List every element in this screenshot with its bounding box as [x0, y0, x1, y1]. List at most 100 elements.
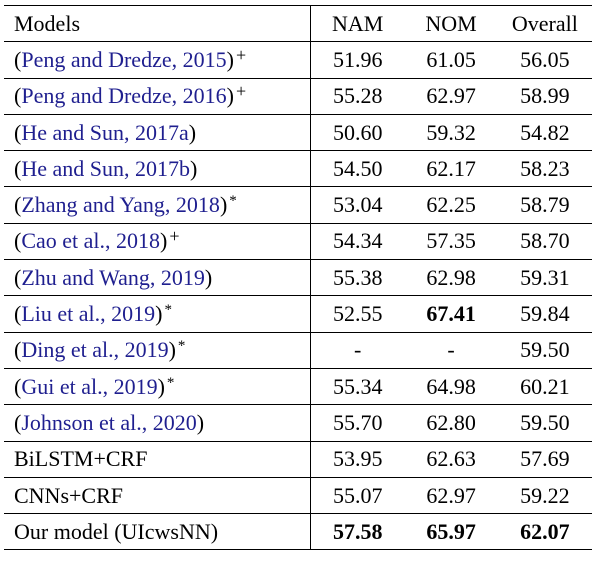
open-paren: ( — [14, 46, 22, 72]
nam-cell: 55.38 — [332, 264, 383, 290]
overall-cell: 59.84 — [520, 301, 570, 327]
nam-cell: 55.34 — [332, 373, 383, 399]
nom-cell: - — [447, 337, 455, 363]
table-row: (Ding et al., 2019) * - - 59.50 — [4, 332, 592, 369]
nom-cell: 57.35 — [426, 228, 476, 254]
nom-cell: 62.98 — [426, 264, 476, 290]
overall-cell: 59.22 — [520, 482, 570, 508]
nam-cell: 50.60 — [332, 119, 383, 145]
nam-cell: 54.34 — [332, 228, 383, 254]
open-paren: ( — [14, 409, 22, 435]
nom-cell: 61.05 — [426, 46, 476, 72]
plus-marker: + — [235, 81, 247, 102]
nam-cell: 55.07 — [332, 482, 383, 508]
asterisk-marker: * — [229, 193, 237, 210]
model-cell: (Cao et al., 2018) + — [4, 223, 311, 260]
overall-cell: 59.31 — [520, 264, 570, 290]
nom-cell-best: 67.41 — [426, 301, 476, 327]
table-row: (Zhu and Wang, 2019) 55.38 62.98 59.31 — [4, 259, 592, 296]
nom-cell: 62.97 — [426, 482, 476, 508]
model-cell: (Peng and Dredze, 2016) + — [4, 78, 311, 115]
overall-cell: 56.05 — [520, 46, 570, 72]
model-cell: (Zhang and Yang, 2018) * — [4, 186, 311, 224]
nom-cell-best-ours: 65.97 — [426, 518, 476, 544]
model-cell: (Zhu and Wang, 2019) — [4, 259, 311, 296]
header-row: Models NAM NOM Overall — [4, 5, 592, 42]
model-cell: (He and Sun, 2017b) — [4, 150, 311, 187]
overall-cell: 57.69 — [520, 446, 570, 472]
nam-cell: 55.70 — [332, 409, 383, 435]
table-row: (Cao et al., 2018) + 54.34 57.35 58.70 — [4, 223, 592, 260]
overall-cell-best: 62.07 — [520, 518, 570, 544]
citation-link[interactable]: Ding et al., 2019 — [21, 337, 169, 363]
close-paren: ) — [157, 373, 165, 399]
nam-cell: 55.28 — [332, 83, 383, 109]
close-paren: ) — [160, 228, 168, 254]
model-cell: BiLSTM+CRF — [4, 441, 311, 478]
results-table: Models NAM NOM Overall (Peng and Dredze,… — [4, 5, 592, 550]
close-paren: ) — [188, 119, 197, 145]
citation-link[interactable]: He and Sun, 2017a — [21, 119, 189, 145]
overall-cell: 60.21 — [520, 373, 570, 399]
close-paren: ) — [189, 155, 198, 181]
overall-cell: 54.82 — [520, 119, 570, 145]
overall-cell: 59.50 — [520, 337, 570, 363]
close-paren: ) — [168, 337, 176, 363]
citation-link[interactable]: Liu et al., 2019 — [21, 301, 156, 327]
overall-cell: 58.23 — [520, 155, 570, 181]
table-body: (Peng and Dredze, 2015) + 51.96 61.05 56.… — [4, 41, 592, 550]
nom-cell: 62.25 — [426, 192, 476, 218]
close-paren: ) — [219, 192, 228, 218]
model-cell: CNNs+CRF — [4, 477, 311, 514]
overall-cell: 58.79 — [520, 192, 570, 218]
citation-link[interactable]: Cao et al., 2018 — [21, 228, 161, 254]
overall-cell: 58.99 — [520, 83, 570, 109]
nam-cell: 51.96 — [332, 46, 383, 72]
citation-link[interactable]: Peng and Dredze, 2016 — [21, 83, 227, 109]
open-paren: ( — [14, 373, 22, 399]
nom-cell: 62.17 — [426, 155, 476, 181]
citation-link[interactable]: Gui et al., 2019 — [21, 373, 158, 399]
nam-cell: 52.55 — [332, 301, 383, 327]
open-paren: ( — [14, 264, 22, 290]
table-header: Models NAM NOM Overall — [4, 5, 592, 42]
table-row: (Peng and Dredze, 2015) + 51.96 61.05 56.… — [4, 41, 592, 79]
plus-marker: + — [169, 226, 180, 247]
asterisk-marker: * — [166, 374, 175, 391]
nom-cell: 64.98 — [426, 373, 476, 399]
model-cell: (Peng and Dredze, 2015) + — [4, 41, 311, 79]
table-row: CNNs+CRF 55.07 62.97 59.22 — [4, 477, 592, 514]
citation-link[interactable]: Peng and Dredze, 2015 — [21, 46, 227, 72]
citation-link[interactable]: Zhang and Yang, 2018 — [21, 192, 220, 218]
open-paren: ( — [14, 228, 22, 254]
nam-cell: 53.04 — [332, 192, 383, 218]
overall-cell: 59.50 — [520, 409, 570, 435]
open-paren: ( — [14, 119, 22, 145]
nom-cell: 59.32 — [426, 119, 476, 145]
close-paren: ) — [226, 46, 234, 72]
nam-cell-best: 57.58 — [332, 518, 383, 544]
open-paren: ( — [14, 155, 22, 181]
header-overall: Overall — [511, 10, 578, 36]
citation-link[interactable]: Zhu and Wang, 2019 — [21, 264, 205, 290]
table-row: Our model (UIcwsNN) 57.58 65.97 62.07 — [4, 513, 592, 550]
nam-cell: 54.50 — [332, 155, 383, 181]
plus-marker: + — [235, 44, 247, 65]
table-row: (He and Sun, 2017a) 50.60 59.32 54.82 — [4, 114, 592, 151]
nom-cell: 62.63 — [426, 446, 476, 472]
close-paren: ) — [204, 264, 213, 290]
nam-cell: - — [354, 337, 362, 363]
model-cell: (Gui et al., 2019) * — [4, 368, 311, 405]
close-paren: ) — [226, 83, 234, 109]
model-cell: (Ding et al., 2019) * — [4, 332, 311, 369]
table-row: (Zhang and Yang, 2018) * 53.04 62.25 58.7… — [4, 186, 592, 224]
model-cell: (He and Sun, 2017a) — [4, 114, 311, 151]
model-cell: (Liu et al., 2019) * — [4, 295, 311, 333]
table-row: (He and Sun, 2017b) 54.50 62.17 58.23 — [4, 150, 592, 187]
table-row: (Liu et al., 2019) * 52.55 67.41 59.84 — [4, 295, 592, 333]
nom-cell: 62.80 — [426, 409, 476, 435]
citation-link[interactable]: He and Sun, 2017b — [21, 155, 190, 181]
table-row: BiLSTM+CRF 53.95 62.63 57.69 — [4, 441, 592, 478]
citation-link[interactable]: Johnson et al., 2020 — [21, 409, 197, 435]
nam-cell: 53.95 — [332, 446, 383, 472]
